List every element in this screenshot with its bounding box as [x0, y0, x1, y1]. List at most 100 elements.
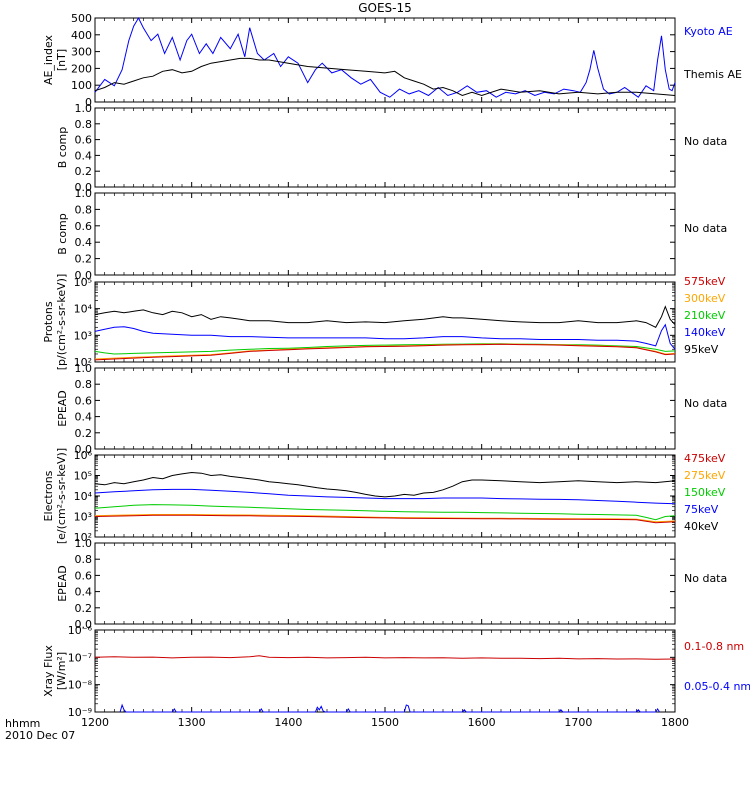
y-tick-label: 0.4 — [75, 149, 93, 162]
y-axis-label: B comp — [56, 213, 69, 255]
y-tick-label: 0.8 — [75, 203, 93, 216]
y-axis-label: AE_index — [42, 34, 55, 85]
panel-epead2: 0.0 0.2 0.4 0.6 0.8 1.0 EPEAD No data — [56, 537, 727, 631]
series-line-themis-ae — [94, 57, 676, 97]
legend-entry: 300keV — [684, 292, 726, 305]
legend-entry: Themis AE — [683, 68, 742, 81]
series-line-0-05-0-4-nm — [119, 703, 660, 713]
y-tick-label: 0.6 — [75, 394, 93, 407]
y-tick-label: 0.2 — [75, 253, 93, 266]
y-tick-label: 1.0 — [75, 537, 93, 550]
y-tick-label: 10⁻⁸ — [68, 679, 93, 692]
series-line-150kev — [94, 504, 676, 521]
x-tick-label: 1400 — [274, 716, 302, 729]
y-tick-label: 0.8 — [75, 553, 93, 566]
x-tick-label: 1600 — [468, 716, 496, 729]
y-tick-label: 0.4 — [75, 586, 93, 599]
y-tick-label: 0.4 — [75, 236, 93, 249]
legend-entry: 275keV — [684, 469, 726, 482]
y-tick-label: 10² — [74, 356, 92, 369]
y-tick-label: 300 — [71, 46, 92, 59]
x-axis-label-hhmm: hhmm — [5, 717, 40, 730]
series-line-475kev — [94, 514, 676, 524]
panel-bcomp1: 0.0 0.2 0.4 0.6 0.8 1.0 B comp No data — [56, 102, 727, 194]
y-axis-unit-label: [e/(cm²-s-sr-keV)] — [55, 448, 68, 544]
y-tick-label: 10⁻⁷ — [68, 651, 92, 664]
panel-frame — [94, 367, 676, 450]
y-tick-label: 200 — [71, 62, 92, 75]
y-tick-label: 1.0 — [75, 102, 93, 115]
y-tick-label: 10⁻⁹ — [68, 706, 92, 719]
y-axis-label: EPEAD — [56, 390, 69, 427]
panel-ae: 0 100 200 300 400 500 AE_index [nT] Kyoto AE Them… — [42, 12, 742, 109]
y-tick-label: 10⁶ — [74, 449, 93, 462]
legend-entry: 0.05-0.4 nm — [684, 680, 750, 693]
legend-entry: 150keV — [684, 486, 726, 499]
panel-frame — [94, 542, 676, 625]
y-axis-label: B comp — [56, 127, 69, 169]
series-line-40kev — [94, 471, 676, 498]
x-axis: 1200 1300 1400 1500 1600 1700 1800 — [81, 716, 689, 729]
y-tick-label: 10² — [74, 531, 92, 544]
panel-frame — [94, 629, 676, 713]
y-axis-label: Protons — [42, 301, 55, 342]
y-tick-label: 0.0 — [75, 269, 93, 282]
x-tick-label: 1200 — [81, 716, 109, 729]
y-tick-label: 1.0 — [75, 362, 93, 375]
y-axis-label: Electrons — [42, 470, 55, 521]
y-tick-label: 0.6 — [75, 220, 93, 233]
legend-entry: 95keV — [684, 343, 719, 356]
y-tick-label: 0.2 — [75, 427, 93, 440]
panels: 0 100 200 300 400 500 AE_index [nT] Kyoto AE Them… — [42, 12, 750, 719]
y-tick-label: 0.4 — [75, 411, 93, 424]
y-tick-label: 1.0 — [75, 187, 93, 200]
x-tick-label: 1700 — [564, 716, 592, 729]
series-line-210kev — [94, 343, 676, 355]
legend-entry: No data — [684, 572, 727, 585]
series-line-575kev — [94, 343, 676, 361]
x-tick-label: 1500 — [371, 716, 399, 729]
series-line-0-1-0-8-nm — [94, 655, 676, 660]
y-axis-unit-label: [p/(cm²-s-sr-keV)] — [55, 274, 68, 371]
x-tick-label: 1800 — [661, 716, 689, 729]
x-axis-label-date: 2010 Dec 07 — [5, 729, 75, 742]
y-axis-label: EPEAD — [56, 565, 69, 602]
y-tick-label: 500 — [71, 12, 92, 25]
panel-frame — [94, 192, 676, 276]
panel-bcomp2: 0.0 0.2 0.4 0.6 0.8 1.0 B comp No data — [56, 187, 727, 282]
legend-entry: Kyoto AE — [684, 25, 733, 38]
y-tick-label: 0.2 — [75, 602, 93, 615]
panel-frame — [94, 454, 676, 538]
panel-xray: 10⁻⁹ 10⁻⁸ 10⁻⁷ 10⁻⁶ Xray Flux [W/m²] 0.1-0.8 n… — [42, 624, 750, 719]
legend-entry: 75keV — [684, 503, 719, 516]
legend-entry: 0.1-0.8 nm — [684, 640, 744, 653]
y-axis-label: Xray Flux — [42, 645, 55, 697]
y-tick-label: 10³ — [74, 511, 92, 524]
y-tick-label: 0 — [85, 96, 92, 109]
y-tick-label: 10⁵ — [74, 470, 92, 483]
legend-entry: 575keV — [684, 275, 726, 288]
legend-entry: 475keV — [684, 452, 726, 465]
plot-title: GOES-15 — [358, 1, 412, 15]
legend-entry: No data — [684, 397, 727, 410]
y-axis-unit-label: [nT] — [55, 49, 68, 71]
y-tick-label: 0.6 — [75, 569, 93, 582]
y-tick-label: 100 — [71, 79, 92, 92]
y-axis-unit-label: [W/m²] — [55, 652, 68, 690]
y-tick-label: 0.2 — [75, 165, 93, 178]
y-tick-label: 400 — [71, 29, 92, 42]
legend-entry: 140keV — [684, 326, 726, 339]
series-line-kyoto-ae — [94, 16, 676, 98]
y-tick-label: 10⁵ — [74, 276, 92, 289]
y-tick-label: 10³ — [74, 329, 92, 342]
x-tick-label: 1300 — [178, 716, 206, 729]
y-tick-label: 0.0 — [75, 443, 93, 456]
y-tick-label: 10⁴ — [74, 303, 93, 316]
legend-entry: 40keV — [684, 520, 719, 533]
y-tick-label: 0.8 — [75, 118, 93, 131]
y-tick-label: 0.0 — [75, 181, 93, 194]
panel-electrons: 10² 10³ 10⁴ 10⁵ 10⁶ Electrons [e/(cm²-s-sr-keV… — [42, 448, 726, 544]
panel-epead1: 0.0 0.2 0.4 0.6 0.8 1.0 EPEAD No data — [56, 362, 727, 456]
y-tick-label: 10⁴ — [74, 490, 93, 503]
